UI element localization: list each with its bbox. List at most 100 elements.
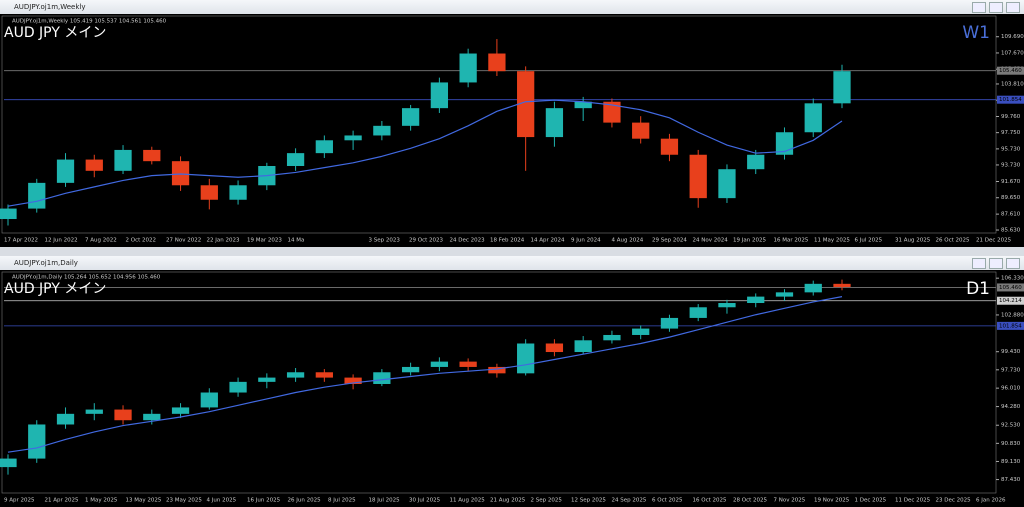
chart-window: AUDJPY.oj1m,Daily 106.330 102.880 99.430 97… <box>0 256 1024 507</box>
candle-body <box>315 372 333 378</box>
x-tick-label: 29 Oct 2023 <box>409 238 444 244</box>
candle-body <box>833 283 851 288</box>
x-tick-label: 29 Sep 2024 <box>652 238 687 244</box>
x-tick-label: 14 Apr 2024 <box>531 238 566 244</box>
moving-average <box>7 99 843 207</box>
candle-body <box>200 185 218 200</box>
moving-average <box>7 296 843 453</box>
candle-body <box>56 159 75 183</box>
x-tick-label: 24 Sep 2025 <box>612 498 647 504</box>
candle-body <box>85 409 103 414</box>
x-tick-label: 19 Jan 2025 <box>733 238 766 244</box>
info-line: AUDJPY.oj1m,Weekly 105.419 105.537 104.5… <box>12 19 167 25</box>
candle-body <box>401 108 420 126</box>
candle-body <box>0 208 17 220</box>
y-tick-label: 96.010 <box>1001 386 1021 392</box>
x-tick-label: 7 Aug 2022 <box>85 238 117 244</box>
x-tick-label: 23 Dec 2025 <box>936 498 972 504</box>
candle-body <box>171 407 190 414</box>
window-buttons[interactable] <box>972 2 1020 13</box>
candle-body <box>488 53 506 72</box>
y-tick-label: 89.130 <box>1001 459 1021 465</box>
candle-body <box>171 161 190 186</box>
candle-body <box>28 182 46 209</box>
y-tick-label: 87.430 <box>1001 477 1021 483</box>
x-tick-label: 30 Jul 2025 <box>409 498 441 504</box>
x-tick-label: 11 Dec 2025 <box>895 498 931 504</box>
price-tag <box>997 283 1024 292</box>
y-tick-label: 95.730 <box>1001 146 1021 152</box>
candle-body <box>315 140 333 154</box>
y-tick-label: 99.760 <box>1001 114 1021 120</box>
candle-body <box>229 185 247 200</box>
candle-body <box>545 108 564 138</box>
candle-body <box>114 409 132 421</box>
candle-body <box>229 381 247 393</box>
x-tick-label: 11 May 2025 <box>814 238 850 244</box>
x-tick-label: 4 Jun 2025 <box>207 498 237 504</box>
candle-body <box>603 101 621 123</box>
x-tick-label: 1 Dec 2025 <box>855 498 887 504</box>
candle-body <box>689 307 707 318</box>
candle-body <box>517 343 535 374</box>
candle-body <box>545 343 564 353</box>
y-tick-label: 92.530 <box>1001 423 1021 429</box>
candle-body <box>833 71 851 104</box>
symbol-label: AUD JPY メイン <box>4 281 106 297</box>
x-tick-label: 2 Oct 2022 <box>126 238 157 244</box>
y-tick-label: 106.330 <box>1001 276 1024 282</box>
candle-body <box>804 283 822 293</box>
y-tick-label: 91.670 <box>1001 179 1021 185</box>
candle-body <box>718 169 736 199</box>
x-tick-label: 8 Jul 2025 <box>328 498 356 504</box>
x-tick-label: 3 Sep 2023 <box>369 238 401 244</box>
x-tick-label: 16 Oct 2025 <box>693 498 728 504</box>
candle-body <box>114 149 132 171</box>
chart-window: AUDJPY.oj1m,Weekly 109.690107.670105.650… <box>0 0 1024 247</box>
candle-body <box>401 366 420 373</box>
window-buttons[interactable] <box>972 258 1020 269</box>
y-tick-label: 99.430 <box>1001 349 1021 355</box>
chart: 106.330 102.880 99.430 97.730 96.010 94.280 92… <box>0 271 1024 504</box>
candle-body <box>718 303 736 308</box>
x-tick-label: 6 Jul 2025 <box>855 238 883 244</box>
y-tick-label: 97.730 <box>1001 367 1021 373</box>
x-tick-label: 18 Jul 2025 <box>369 498 401 504</box>
candle-body <box>459 361 477 367</box>
x-tick-label: 1 May 2025 <box>85 498 118 504</box>
candle-body <box>488 366 506 374</box>
x-tick-label: 7 Nov 2025 <box>774 498 806 504</box>
x-tick-label: 24 Nov 2024 <box>693 238 729 244</box>
y-tick-label: 107.670 <box>1001 50 1024 56</box>
symbol-label: AUD JPY メイン <box>4 25 106 41</box>
x-tick-label: 16 Mar 2025 <box>774 238 809 244</box>
price-label: 101.854 <box>999 97 1022 103</box>
x-tick-label: 6 Oct 2025 <box>652 498 683 504</box>
x-tick-label: 21 Aug 2025 <box>490 498 526 504</box>
plot-frame <box>1 15 997 234</box>
price-tag <box>997 66 1024 75</box>
y-tick-label: 97.750 <box>1001 130 1021 136</box>
x-tick-label: 11 Aug 2025 <box>450 498 486 504</box>
x-tick-label: 23 May 2025 <box>166 498 202 504</box>
candle-body <box>344 135 362 141</box>
price-label: 104.214 <box>999 298 1022 304</box>
candle-body <box>603 334 621 341</box>
x-tick-label: 6 Jan 2026 <box>976 498 1006 504</box>
candle-body <box>689 154 707 199</box>
price-tag <box>997 296 1024 305</box>
y-tick-label: 89.650 <box>1001 195 1021 201</box>
candle-body <box>632 122 650 139</box>
x-tick-label: 16 Jun 2025 <box>247 498 281 504</box>
candle-body <box>517 71 535 138</box>
x-tick-label: 28 Oct 2025 <box>733 498 768 504</box>
y-tick-label: 85.630 <box>1001 228 1021 234</box>
x-tick-label: 2 Sep 2025 <box>531 498 563 504</box>
x-tick-label: 21 Dec 2025 <box>976 238 1012 244</box>
candle-body <box>775 132 794 155</box>
price-tag <box>997 321 1024 330</box>
x-tick-label: 4 Aug 2024 <box>612 238 644 244</box>
x-tick-label: 12 Sep 2025 <box>571 498 606 504</box>
y-tick-label: 109.690 <box>1001 34 1024 40</box>
